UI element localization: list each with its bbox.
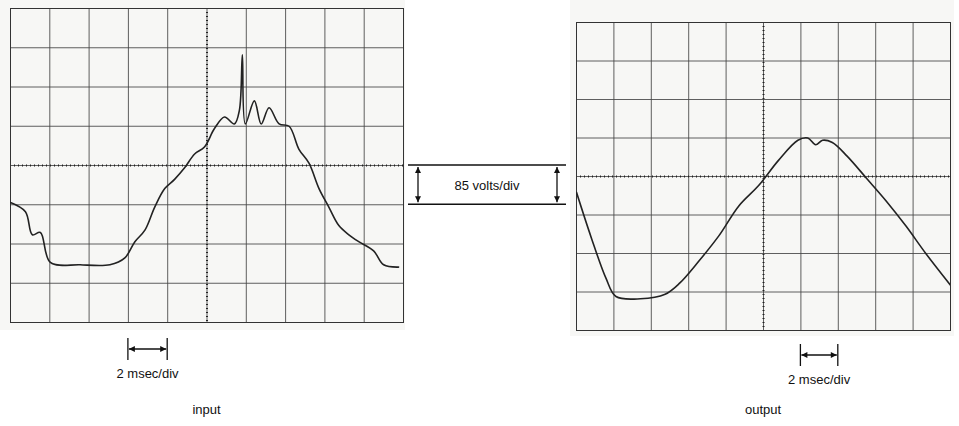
svg-text:input: input: [192, 402, 221, 417]
svg-text:2 msec/div: 2 msec/div: [116, 366, 179, 381]
svg-text:2 msec/div: 2 msec/div: [788, 372, 851, 387]
svg-text:output: output: [745, 402, 782, 417]
svg-text:85 volts/div: 85 volts/div: [454, 178, 520, 193]
